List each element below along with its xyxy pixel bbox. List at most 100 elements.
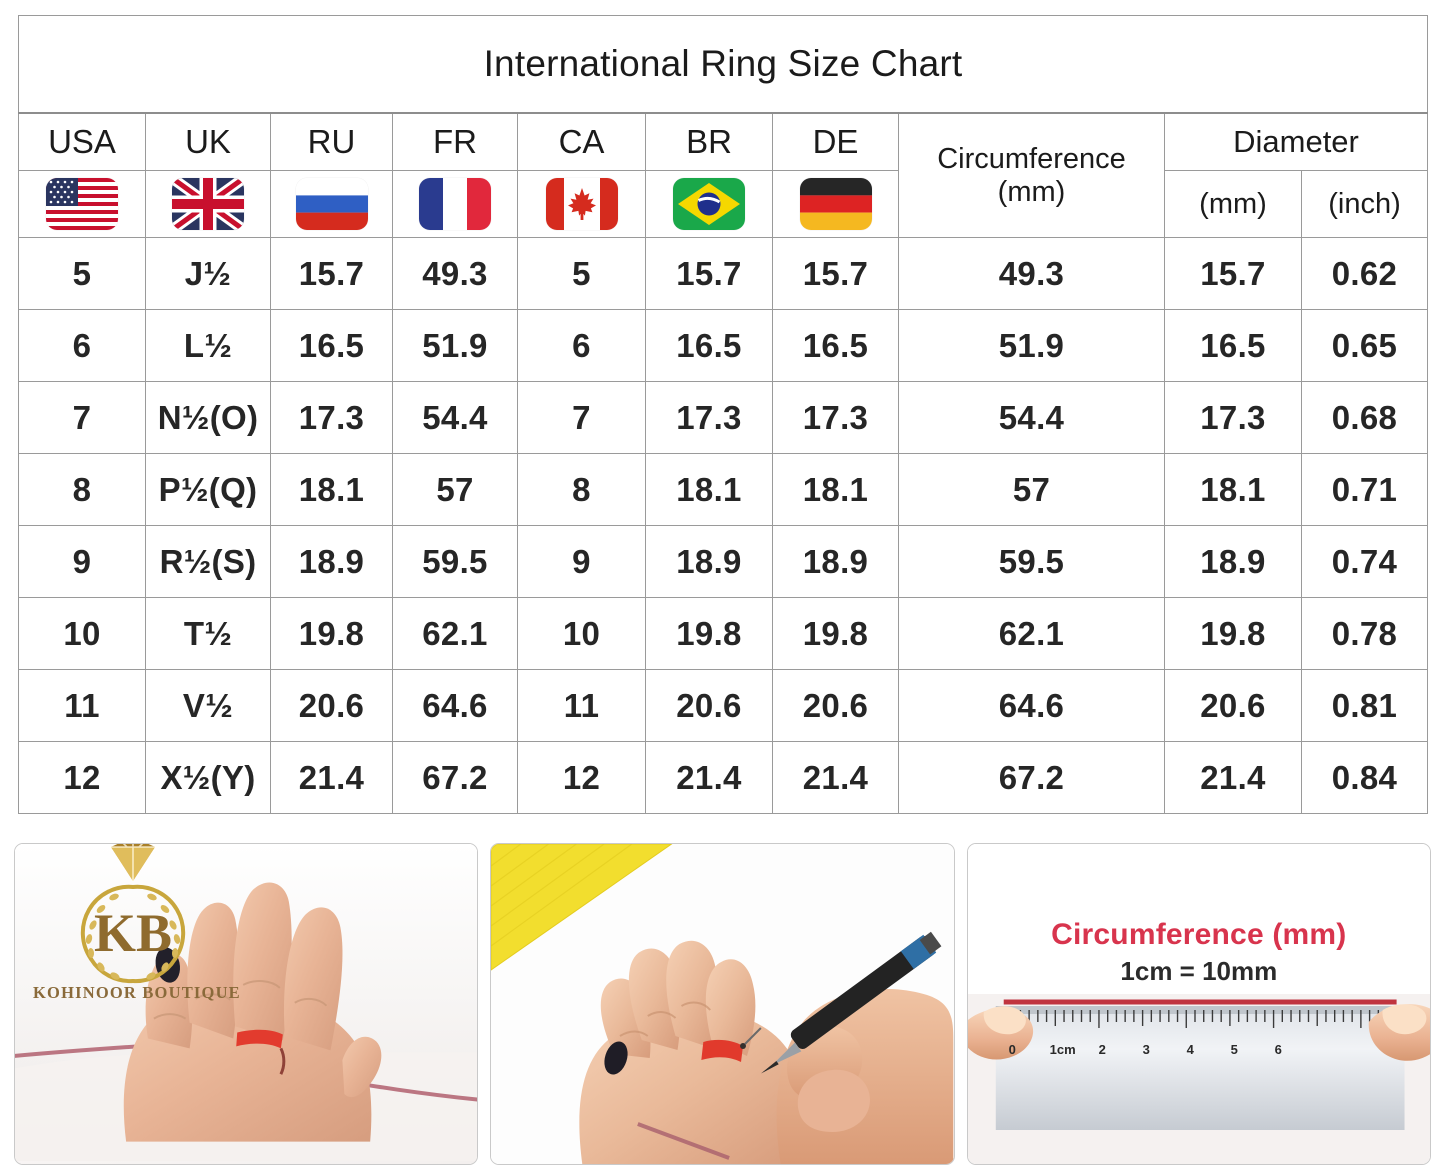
cell-circumference-mm: 49.3 xyxy=(898,237,1165,310)
ring-size-chart: International Ring Size Chart USA UK RU … xyxy=(18,15,1428,814)
cell-ca: 8 xyxy=(517,453,646,526)
cell-usa: 7 xyxy=(18,381,146,454)
cell-uk: N½(O) xyxy=(145,381,271,454)
cell-diameter-inch: 0.62 xyxy=(1301,237,1428,310)
cell-circumference-mm: 59.5 xyxy=(898,525,1165,598)
cell-uk: P½(Q) xyxy=(145,453,271,526)
ring-size-table: International Ring Size Chart USA UK RU … xyxy=(18,15,1428,814)
cell-de: 20.6 xyxy=(772,669,899,742)
column-header-br: BR xyxy=(645,112,773,171)
column-header-diameter: Diameter xyxy=(1164,112,1428,171)
cell-ru: 16.5 xyxy=(270,309,393,382)
cell-uk: V½ xyxy=(145,669,271,742)
ruler-tick-4: 4 xyxy=(1186,1042,1194,1057)
cell-de: 16.5 xyxy=(772,309,899,382)
cell-de: 19.8 xyxy=(772,597,899,670)
cell-uk: J½ xyxy=(145,237,271,310)
photo3-title: Circumference (mm) xyxy=(1051,918,1347,951)
cell-br: 19.8 xyxy=(645,597,773,670)
cell-fr: 54.4 xyxy=(392,381,518,454)
cell-uk: T½ xyxy=(145,597,271,670)
cell-ca: 6 xyxy=(517,309,646,382)
cell-ru: 18.9 xyxy=(270,525,393,598)
table-row: 11 V½ 20.6 64.6 11 20.6 20.6 64.6 20.6 0… xyxy=(18,669,1428,742)
column-header-circumference: Circumference (mm) xyxy=(898,112,1165,238)
photo-mark-string-with-pen xyxy=(490,843,955,1165)
cell-ca: 11 xyxy=(517,669,646,742)
cell-br: 18.9 xyxy=(645,525,773,598)
cell-de: 15.7 xyxy=(772,237,899,310)
table-row: 7 N½(O) 17.3 54.4 7 17.3 17.3 54.4 17.3 … xyxy=(18,381,1428,454)
cell-ca: 12 xyxy=(517,741,646,814)
cell-br: 16.5 xyxy=(645,309,773,382)
flag-br-icon xyxy=(673,178,745,230)
flag-cell-usa xyxy=(18,170,146,238)
cell-diameter-mm: 18.1 xyxy=(1164,453,1302,526)
flag-ru-icon xyxy=(295,178,368,230)
cell-br: 15.7 xyxy=(645,237,773,310)
ruler-tick-1cm: 1cm xyxy=(1049,1042,1076,1057)
cell-fr: 67.2 xyxy=(392,741,518,814)
cell-br: 17.3 xyxy=(645,381,773,454)
cell-usa: 9 xyxy=(18,525,146,598)
cell-uk: X½(Y) xyxy=(145,741,271,814)
photo3-illustration xyxy=(967,844,1430,1164)
header-label-row: USA UK RU FR CA BR DE Circumference (mm)… xyxy=(18,112,1428,238)
chart-title-row: International Ring Size Chart xyxy=(18,15,1428,114)
cell-fr: 62.1 xyxy=(392,597,518,670)
flag-us-icon xyxy=(46,178,118,230)
flag-cell-br xyxy=(645,170,773,238)
cell-diameter-inch: 0.81 xyxy=(1301,669,1428,742)
cell-diameter-inch: 0.74 xyxy=(1301,525,1428,598)
flag-cell-uk xyxy=(145,170,271,238)
cell-usa: 10 xyxy=(18,597,146,670)
cell-uk: L½ xyxy=(145,309,271,382)
table-row: 8 P½(Q) 18.1 57 8 18.1 18.1 57 18.1 0.71 xyxy=(18,453,1428,526)
column-header-diameter-mm: (mm) xyxy=(1164,170,1302,238)
cell-circumference-mm: 54.4 xyxy=(898,381,1165,454)
cell-fr: 49.3 xyxy=(392,237,518,310)
cell-ca: 7 xyxy=(517,381,646,454)
cell-diameter-inch: 0.84 xyxy=(1301,741,1428,814)
cell-fr: 51.9 xyxy=(392,309,518,382)
cell-circumference-mm: 64.6 xyxy=(898,669,1165,742)
column-header-ru: RU xyxy=(270,112,393,171)
cell-de: 17.3 xyxy=(772,381,899,454)
ruler-tick-2: 2 xyxy=(1098,1042,1106,1057)
cell-diameter-mm: 18.9 xyxy=(1164,525,1302,598)
ruler-tick-6: 6 xyxy=(1274,1042,1282,1057)
table-row: 12 X½(Y) 21.4 67.2 12 21.4 21.4 67.2 21.… xyxy=(18,741,1428,814)
photo-string-on-finger: KB KOHINOOR BOUTIQUE xyxy=(14,843,479,1165)
cell-ru: 19.8 xyxy=(270,597,393,670)
flag-de-icon xyxy=(799,178,872,230)
photo1-illustration xyxy=(15,844,478,1162)
cell-diameter-inch: 0.68 xyxy=(1301,381,1428,454)
header-flag-row: (mm) (inch) xyxy=(18,170,1428,238)
table-row: 9 R½(S) 18.9 59.5 9 18.9 18.9 59.5 18.9 … xyxy=(18,525,1428,598)
column-header-fr: FR xyxy=(392,112,518,171)
page-title: International Ring Size Chart xyxy=(18,15,1428,114)
cell-fr: 57 xyxy=(392,453,518,526)
column-header-uk: UK xyxy=(145,112,271,171)
flag-fr-icon xyxy=(419,178,491,230)
cell-ru: 17.3 xyxy=(270,381,393,454)
column-header-ca: CA xyxy=(517,112,646,171)
cell-circumference-mm: 62.1 xyxy=(898,597,1165,670)
cell-ru: 18.1 xyxy=(270,453,393,526)
cell-circumference-mm: 67.2 xyxy=(898,741,1165,814)
column-header-usa: USA xyxy=(18,112,146,171)
cell-de: 21.4 xyxy=(772,741,899,814)
cell-diameter-mm: 17.3 xyxy=(1164,381,1302,454)
flag-cell-de xyxy=(772,170,899,238)
cell-ca: 10 xyxy=(517,597,646,670)
flag-cell-ru xyxy=(270,170,393,238)
cell-diameter-inch: 0.78 xyxy=(1301,597,1428,670)
cell-diameter-mm: 16.5 xyxy=(1164,309,1302,382)
cell-de: 18.1 xyxy=(772,453,899,526)
column-header-diameter-inch: (inch) xyxy=(1301,170,1428,238)
column-header-de: DE xyxy=(772,112,899,171)
cell-circumference-mm: 57 xyxy=(898,453,1165,526)
cell-ru: 15.7 xyxy=(270,237,393,310)
cell-diameter-mm: 19.8 xyxy=(1164,597,1302,670)
table-row: 10 T½ 19.8 62.1 10 19.8 19.8 62.1 19.8 0… xyxy=(18,597,1428,670)
